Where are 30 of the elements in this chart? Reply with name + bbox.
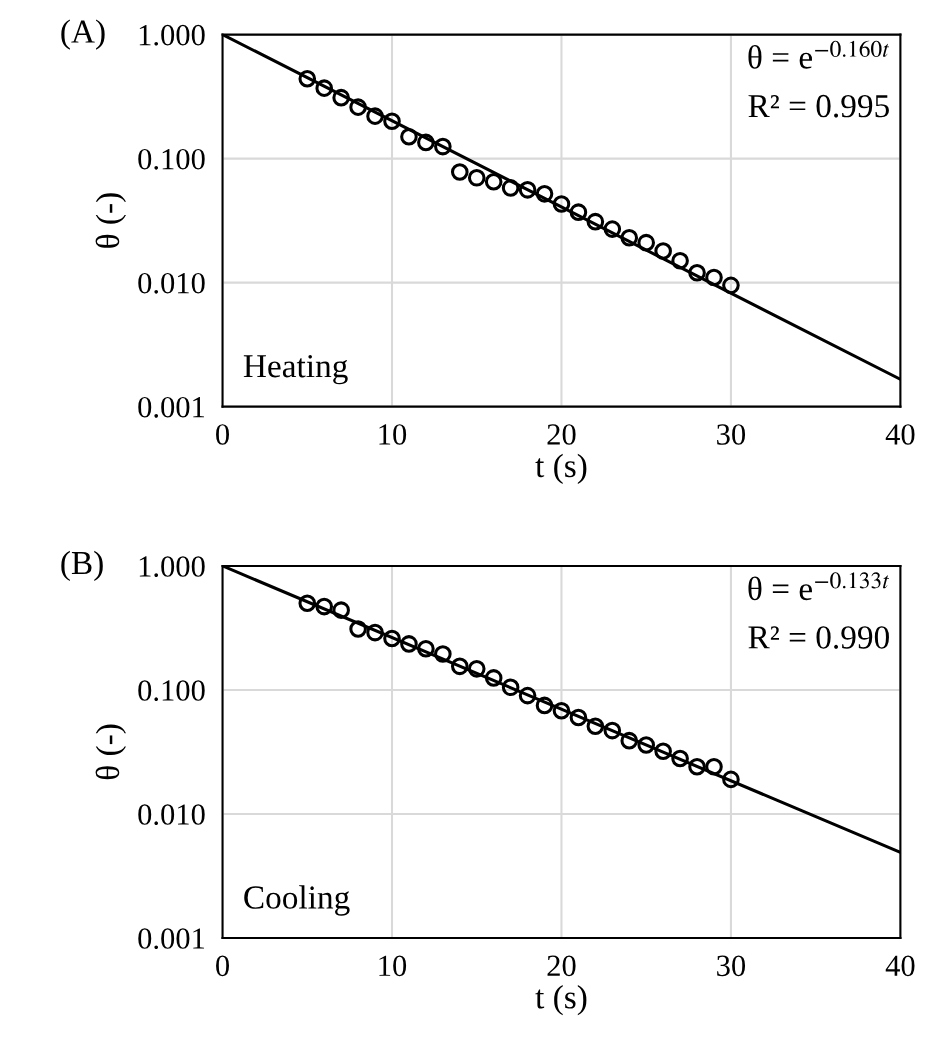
annotation: Cooling — [244, 885, 350, 916]
annotation: R² = 0.995 — [748, 94, 889, 118]
x-tick-label: 40 — [885, 424, 915, 445]
x-tick-label: 20 — [547, 955, 576, 977]
y-tick-label: 1.000 — [139, 24, 205, 46]
annotation: θ = e$^{−0.133t}$ — [748, 572, 890, 601]
x-tick-label: 0 — [216, 424, 229, 445]
x-tick-label: 10 — [379, 955, 407, 977]
text: (A) — [61, 19, 105, 50]
y-tick-label: 0.001 — [138, 928, 205, 949]
y-tick-label: 1.000 — [139, 556, 205, 577]
x-tick-label: 10 — [379, 424, 407, 445]
y-tick-label: 0.010 — [138, 272, 205, 294]
annotation: Heating — [243, 355, 348, 385]
x-tick-label: 20 — [547, 424, 576, 445]
x-tick-label: 0 — [216, 955, 229, 977]
text: (B) — [61, 550, 103, 582]
y-tick-label: 0.100 — [138, 148, 205, 170]
y-tick-label: 0.010 — [138, 804, 205, 825]
y-axis-title: θ (-) — [95, 193, 126, 248]
y-tick-label: 0.100 — [138, 680, 205, 701]
x-tick-label: 40 — [885, 955, 915, 977]
x-axis-title: t (s) — [535, 985, 587, 1016]
annotation: R² = 0.990 — [748, 626, 889, 649]
x-tick-label: 30 — [717, 424, 746, 445]
annotation: θ = e$^{−0.160t}$ — [748, 40, 890, 69]
y-axis-title: θ (-) — [95, 724, 126, 780]
x-axis-title: t (s) — [535, 453, 587, 485]
y-tick-label: 0.001 — [138, 396, 205, 418]
x-tick-label: 30 — [717, 955, 746, 977]
